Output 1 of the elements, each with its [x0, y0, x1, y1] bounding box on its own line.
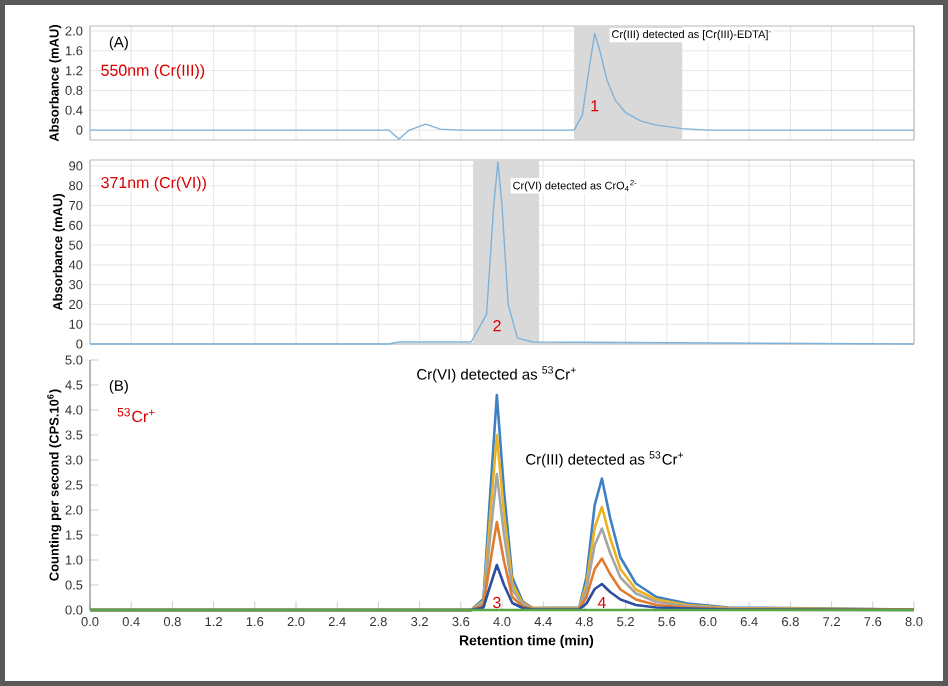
line-series — [89, 32, 915, 140]
